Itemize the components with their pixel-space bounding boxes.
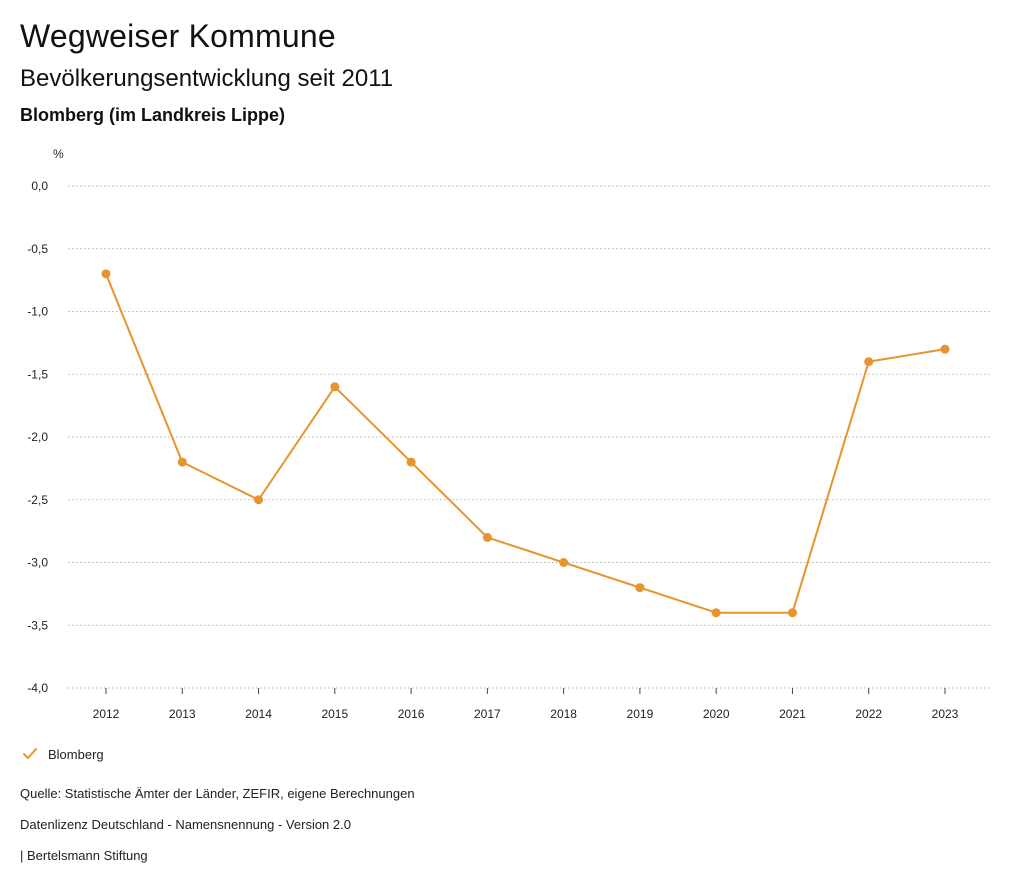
data-point[interactable]	[940, 344, 950, 354]
data-point[interactable]	[559, 558, 569, 567]
y-tick-label: -3,5	[27, 618, 48, 632]
x-tick-label: 2019	[627, 707, 654, 721]
x-tick-label: 2023	[932, 707, 959, 721]
gridlines	[68, 185, 990, 689]
data-point[interactable]	[711, 608, 721, 618]
x-tick-label: 2015	[321, 707, 348, 721]
y-axis-unit-label: %	[53, 147, 64, 161]
x-tick-label: 2018	[550, 707, 577, 721]
x-tick-label: 2016	[398, 707, 425, 721]
legend-label: Blomberg	[48, 746, 104, 762]
y-axis-ticks: 0,0 -0,5 -1,0 -1,5 -2,0 -2,5 -3,0 -3,5 -4,0	[27, 179, 48, 695]
line-chart: % 0,0 -0,5 -1,0 -1,5 -2,0 -2,5 -3,0 -3,5 -4,0 20…	[27, 147, 990, 721]
publisher-note: | Bertelsmann Stiftung	[20, 848, 148, 863]
data-point[interactable]	[787, 608, 797, 618]
y-tick-label: -4,0	[27, 681, 48, 695]
checkmark-icon[interactable]	[20, 744, 40, 764]
x-tick-label: 2014	[245, 707, 272, 721]
data-point[interactable]	[177, 457, 187, 467]
x-tick-label: 2022	[855, 707, 882, 721]
license-note: Datenlizenz Deutschland - Namensnennung …	[20, 817, 351, 832]
x-tick-label: 2020	[703, 707, 730, 721]
y-tick-label: -1,0	[27, 305, 48, 319]
x-tick-label: 2017	[474, 707, 501, 721]
data-point[interactable]	[330, 382, 340, 392]
data-point[interactable]	[101, 269, 111, 279]
y-tick-label: -0,5	[27, 242, 48, 256]
data-point[interactable]	[864, 357, 874, 367]
y-tick-label: -3,0	[27, 556, 48, 570]
page-title: Wegweiser Kommune	[20, 18, 336, 54]
y-tick-label: -2,5	[27, 493, 48, 507]
y-tick-label: -1,5	[27, 367, 48, 381]
source-note: Quelle: Statistische Ämter der Länder, Z…	[20, 786, 415, 801]
region-label: Blomberg (im Landkreis Lippe)	[20, 105, 286, 125]
chart-subtitle: Bevölkerungsentwicklung seit 2011	[20, 65, 394, 92]
data-point[interactable]	[406, 457, 416, 467]
series-line	[105, 273, 946, 614]
x-tick-label: 2021	[779, 707, 806, 721]
x-tick-label: 2013	[169, 707, 196, 721]
x-tick-label: 2012	[93, 707, 120, 721]
x-axis-ticks: 2012 2013 2014 2015 2016 2017 2018 2019 2020 2021…	[93, 688, 959, 721]
series-blomberg	[101, 269, 950, 618]
y-tick-label: -2,0	[27, 430, 48, 444]
data-point[interactable]	[254, 495, 264, 505]
legend[interactable]: Blomberg	[20, 744, 104, 764]
data-point[interactable]	[482, 532, 492, 542]
y-tick-label: 0,0	[31, 179, 48, 193]
data-point[interactable]	[635, 583, 645, 593]
